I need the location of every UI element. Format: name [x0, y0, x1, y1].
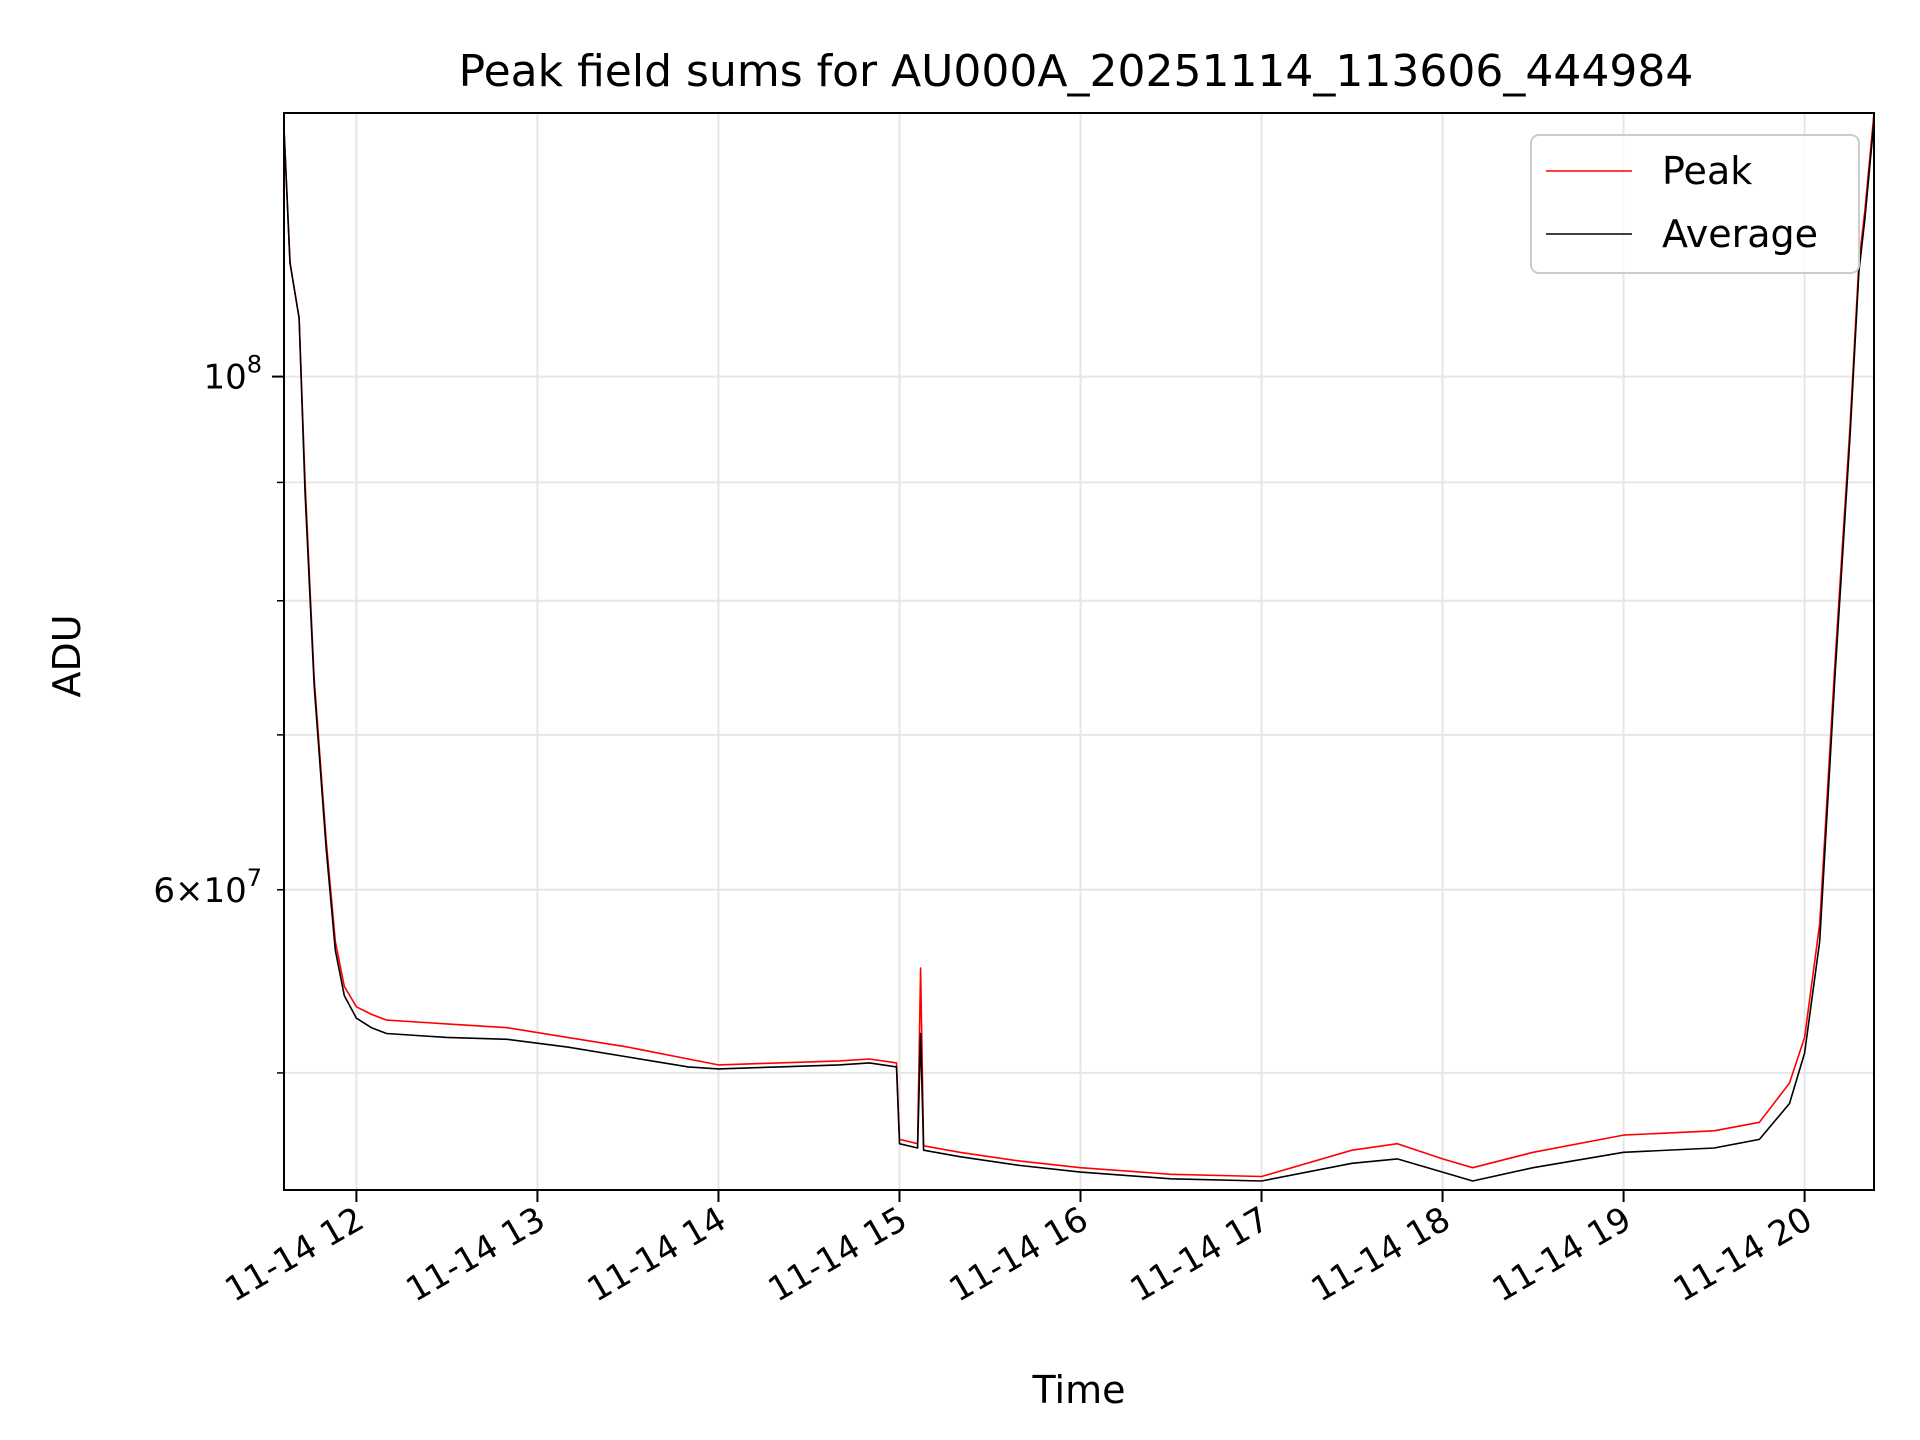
y-tick-mantissa: 6	[153, 871, 175, 911]
y-tick-label: 108	[203, 351, 262, 398]
plot-frame	[283, 112, 1875, 1191]
legend-label-peak: Peak	[1662, 149, 1752, 193]
series-lines	[284, 113, 1874, 1182]
y-tick-label: 6×107	[153, 864, 262, 911]
x-axis-label: Time	[1032, 1368, 1126, 1412]
series-line-average	[284, 120, 1874, 1182]
y-axis-label: ADU	[45, 614, 89, 697]
y-tick-base: 10	[203, 871, 246, 911]
y-tick-base: 10	[203, 358, 246, 398]
chart-title: Peak field sums for AU000A_20251114_1136…	[459, 46, 1694, 97]
y-tick-times-sign: ×	[175, 871, 204, 911]
legend-label-average: Average	[1662, 212, 1818, 256]
y-tick-exponent: 8	[247, 351, 262, 379]
legend-box	[1530, 134, 1860, 274]
grid	[284, 113, 1874, 1190]
legend: Peak Average	[1530, 134, 1860, 274]
y-tick-exponent: 7	[247, 864, 262, 892]
